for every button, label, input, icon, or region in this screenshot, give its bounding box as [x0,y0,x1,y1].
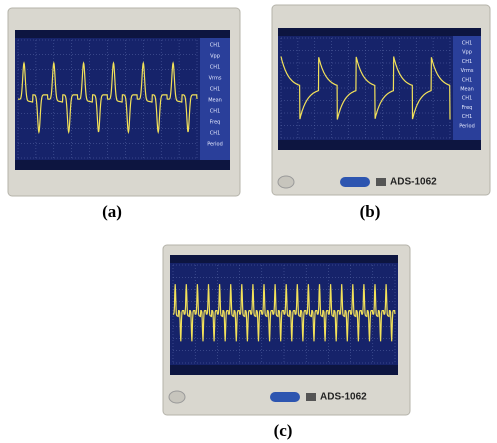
readout: CH1 [462,77,472,83]
readout: Vrms [209,76,222,82]
readout: Vpp [462,50,472,56]
usb-port [306,393,316,401]
readout: Vrms [461,68,474,74]
readout: CH1 [462,96,472,102]
readout: CH1 [210,65,220,71]
readout: CH1 [210,109,220,115]
status-bar [278,140,481,150]
panel-label: (b) [360,202,381,221]
knob [277,175,295,189]
panel-label: (a) [102,202,122,221]
oscilloscope-photo: ADS-1062 [162,244,411,416]
readout: CH1 [210,43,220,49]
screen [278,28,481,150]
measure-panel [453,36,481,140]
readout: CH1 [210,131,220,137]
status-bar [170,255,398,263]
model-name: ADS-1062 [320,392,367,403]
model-name: ADS-1062 [390,177,437,188]
oscilloscope-photo: CH1 Vpp CH1 Vrms CH1 Mean CH1 Freq CH1 Period [7,7,241,197]
waveform [280,56,451,120]
readout: Mean [460,87,474,93]
logo [340,177,370,187]
readout: Period [207,142,223,148]
status-bar [170,365,398,375]
logo [270,392,300,402]
readout: CH1 [462,59,472,65]
readout: Vpp [210,54,220,60]
status-bar [278,28,481,36]
waveform [172,284,396,342]
readout: CH1 [462,41,472,47]
usb-port [376,178,386,186]
status-bar [15,160,230,170]
knob [168,390,186,404]
readout: Period [459,123,475,129]
waveform [17,61,198,135]
oscilloscope-photo: CH1 Vpp CH1 Vrms CH1 Mean CH1 Freq CH1 Period ADS-… [271,4,491,196]
readout: Mean [208,98,222,104]
panel-label: (c) [274,421,293,440]
readout: CH1 [210,87,220,93]
status-bar [15,30,230,38]
measure-panel [200,38,230,160]
readout: CH1 [462,114,472,120]
readout: Freq [210,120,221,126]
readout: Freq [462,105,473,111]
